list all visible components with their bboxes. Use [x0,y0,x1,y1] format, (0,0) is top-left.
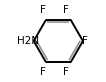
Text: H2N: H2N [17,36,39,46]
Text: F: F [40,67,46,77]
Text: F: F [82,36,88,46]
Text: F: F [63,5,69,15]
Text: F: F [63,67,69,77]
Text: F: F [40,5,46,15]
